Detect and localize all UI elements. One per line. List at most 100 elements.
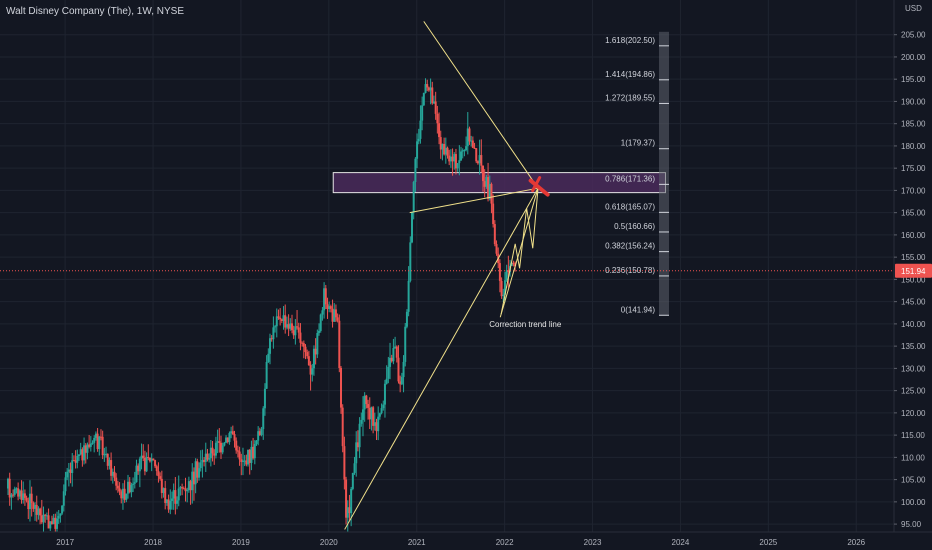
candle-body	[150, 458, 153, 462]
candle-body	[88, 444, 91, 447]
candle-body	[287, 324, 290, 329]
candle-body	[461, 150, 464, 152]
candle-body	[74, 460, 77, 463]
time-tick-label: 2026	[847, 538, 865, 547]
candle-body	[118, 488, 121, 492]
candle-body	[309, 365, 312, 375]
candle-body	[329, 306, 332, 309]
candle-body	[165, 499, 168, 503]
candle-body	[316, 332, 319, 355]
candle-body	[121, 488, 124, 499]
candle-body	[340, 367, 343, 408]
candle-body	[154, 460, 157, 467]
candle-body	[297, 327, 300, 333]
candle-body	[301, 342, 304, 344]
candle-body	[284, 315, 287, 328]
candle-body	[431, 87, 434, 104]
candle-body	[191, 471, 194, 491]
candle-body	[460, 151, 463, 161]
time-tick-label: 2020	[320, 538, 338, 547]
candle-body	[223, 442, 226, 446]
candle-body	[15, 488, 18, 490]
price-tick-label: 205.00	[901, 31, 926, 40]
trend-line-drawings[interactable]: Correction trend line	[344, 21, 562, 530]
candle-body	[253, 444, 256, 459]
candle-body	[186, 490, 189, 492]
candle-body	[10, 494, 13, 498]
candle-body	[395, 346, 398, 358]
time-axis[interactable]: 2017 2018 2019 2020 2021 2022 2023 2024 2025 2026	[0, 531, 932, 550]
candle-body	[380, 408, 383, 414]
price-axis[interactable]: 95.00 100.00 105.00 110.00 115.00 120.00 125.0…	[893, 0, 932, 550]
candle-body	[164, 488, 167, 503]
candle-body	[147, 456, 150, 458]
price-tick-label: 190.00	[901, 97, 926, 106]
candle-body	[409, 242, 412, 281]
candle-body	[311, 368, 314, 375]
candle-body	[412, 182, 415, 213]
candle-body	[478, 155, 481, 164]
candle-body	[306, 352, 309, 357]
candle-body	[130, 484, 133, 493]
candle-body	[351, 472, 354, 489]
candle-body	[176, 500, 179, 504]
candle-body	[444, 147, 447, 155]
fib-level-label: 1(179.37)	[621, 139, 656, 148]
candle-body	[8, 478, 11, 498]
candle-body	[282, 315, 285, 321]
candle-body	[115, 477, 118, 486]
candle-body	[255, 440, 258, 445]
price-tick-label: 175.00	[901, 164, 926, 173]
candle-body	[277, 316, 280, 318]
candle-body	[39, 508, 42, 516]
candle-body	[72, 460, 75, 462]
candle-body	[334, 309, 337, 318]
candle-body	[162, 488, 165, 493]
candle-body	[404, 326, 407, 362]
candle-body	[260, 429, 263, 435]
candle-body	[321, 310, 324, 315]
candle-body	[424, 84, 427, 93]
trend-line	[499, 188, 539, 318]
candle-body	[59, 513, 62, 516]
candle-body	[208, 458, 211, 460]
candle-body	[13, 488, 16, 495]
candle-body	[179, 487, 182, 489]
candle-body	[490, 184, 493, 204]
candle-body	[503, 280, 506, 295]
candle-body	[411, 212, 414, 243]
candle-body	[61, 505, 64, 514]
candle-body	[99, 436, 102, 438]
candle-body	[142, 455, 145, 458]
fib-level-label: 0.618(165.07)	[605, 202, 655, 211]
candle-body	[500, 280, 503, 297]
candle-body	[267, 353, 270, 362]
fibonacci-retracement[interactable]: 1.618(202.50) 1.414(194.86) 1.272(189.55) 1…	[605, 31, 669, 316]
candle-body	[167, 499, 170, 510]
time-axis-background	[0, 532, 932, 550]
candle-body	[140, 455, 143, 459]
candle-body	[120, 491, 123, 499]
candle-body	[383, 383, 386, 405]
currency-label[interactable]: USD	[905, 4, 922, 13]
candle-body	[346, 507, 349, 518]
candle-body	[389, 357, 392, 367]
candle-body	[280, 319, 283, 321]
candle-body	[414, 158, 417, 183]
candle-body	[182, 488, 185, 490]
candle-body	[328, 306, 331, 310]
candle-body	[83, 445, 86, 461]
candle-body	[123, 488, 126, 500]
candle-body	[89, 443, 92, 447]
candle-body	[128, 481, 131, 493]
candle-body	[296, 326, 299, 328]
candle-body	[125, 493, 128, 500]
candle-body	[203, 459, 206, 462]
candle-body	[446, 147, 449, 156]
candle-body	[498, 263, 501, 281]
candle-body	[184, 488, 187, 492]
candle-body	[360, 419, 363, 424]
candle-body	[143, 457, 146, 472]
candle-body	[127, 481, 130, 494]
